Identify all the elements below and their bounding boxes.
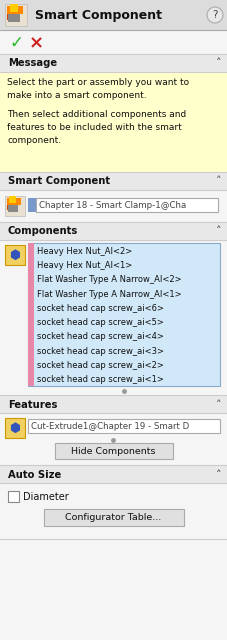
- Bar: [28, 243, 220, 386]
- Text: ⬢: ⬢: [10, 249, 20, 262]
- Bar: [5, 418, 25, 438]
- Bar: [0, 465, 227, 483]
- Bar: [7, 198, 21, 205]
- Bar: [10, 4, 18, 12]
- Text: ˄: ˄: [216, 399, 222, 410]
- Text: Auto Size: Auto Size: [8, 470, 61, 479]
- Text: features to be included with the smart: features to be included with the smart: [7, 123, 182, 132]
- Bar: [7, 6, 15, 20]
- Text: ˄: ˄: [216, 470, 222, 479]
- Text: socket head cap screw_ai<3>: socket head cap screw_ai<3>: [37, 347, 164, 356]
- Text: Then select additional components and: Then select additional components and: [7, 110, 186, 119]
- Bar: [0, 240, 227, 395]
- Bar: [7, 198, 13, 210]
- Text: ✓: ✓: [9, 34, 23, 52]
- Text: ?: ?: [212, 10, 218, 20]
- Text: Flat Washer Type A Narrow_AI<1>: Flat Washer Type A Narrow_AI<1>: [37, 289, 182, 298]
- Bar: [44, 509, 183, 526]
- Text: Hide Components: Hide Components: [71, 447, 155, 456]
- Text: Heavy Hex Nut_AI<2>: Heavy Hex Nut_AI<2>: [37, 246, 132, 255]
- Text: ˄: ˄: [216, 177, 222, 186]
- Bar: [8, 205, 18, 212]
- Text: Select the part or assembly you want to: Select the part or assembly you want to: [7, 78, 189, 87]
- Bar: [0, 54, 227, 72]
- Bar: [54, 443, 173, 459]
- Bar: [0, 190, 227, 222]
- Text: Heavy Hex Nut_AI<1>: Heavy Hex Nut_AI<1>: [37, 261, 132, 270]
- Bar: [36, 198, 218, 212]
- Text: socket head cap screw_ai<6>: socket head cap screw_ai<6>: [37, 304, 164, 313]
- Text: Configurator Table...: Configurator Table...: [65, 513, 161, 522]
- Bar: [5, 4, 27, 26]
- Text: Features: Features: [8, 399, 57, 410]
- Bar: [7, 6, 23, 14]
- Text: component.: component.: [7, 136, 61, 145]
- Bar: [8, 14, 20, 22]
- Bar: [0, 413, 227, 465]
- Bar: [28, 243, 34, 386]
- Bar: [0, 222, 227, 240]
- Bar: [0, 0, 227, 30]
- Text: Message: Message: [8, 58, 57, 68]
- Text: Smart Component: Smart Component: [35, 9, 162, 22]
- Bar: [0, 395, 227, 413]
- Circle shape: [207, 7, 223, 23]
- Text: ⬢: ⬢: [10, 422, 20, 435]
- Text: Cut-Extrude1@Chapter 19 - Smart D: Cut-Extrude1@Chapter 19 - Smart D: [31, 422, 189, 431]
- Text: make into a smart component.: make into a smart component.: [7, 91, 147, 100]
- Text: Flat Washer Type A Narrow_AI<2>: Flat Washer Type A Narrow_AI<2>: [37, 275, 182, 284]
- Text: Components: Components: [8, 227, 78, 237]
- Bar: [0, 172, 227, 190]
- Text: Diameter: Diameter: [23, 492, 69, 502]
- Bar: [5, 196, 25, 216]
- Text: socket head cap screw_ai<1>: socket head cap screw_ai<1>: [37, 375, 164, 385]
- Bar: [5, 245, 25, 265]
- Text: Chapter 18 - Smart Clamp-1@Cha: Chapter 18 - Smart Clamp-1@Cha: [39, 201, 186, 210]
- Text: ×: ×: [28, 34, 44, 52]
- Bar: [0, 483, 227, 539]
- Bar: [9, 196, 16, 203]
- Bar: [0, 30, 227, 54]
- Text: socket head cap screw_ai<5>: socket head cap screw_ai<5>: [37, 318, 164, 327]
- Text: socket head cap screw_ai<2>: socket head cap screw_ai<2>: [37, 361, 164, 370]
- Bar: [0, 72, 227, 172]
- Text: socket head cap screw_ai<4>: socket head cap screw_ai<4>: [37, 332, 164, 342]
- Text: Smart Component: Smart Component: [8, 177, 110, 186]
- Bar: [8, 491, 19, 502]
- Text: ˄: ˄: [216, 227, 222, 237]
- Bar: [28, 419, 220, 433]
- Bar: [28, 198, 36, 212]
- Text: ˄: ˄: [216, 58, 222, 68]
